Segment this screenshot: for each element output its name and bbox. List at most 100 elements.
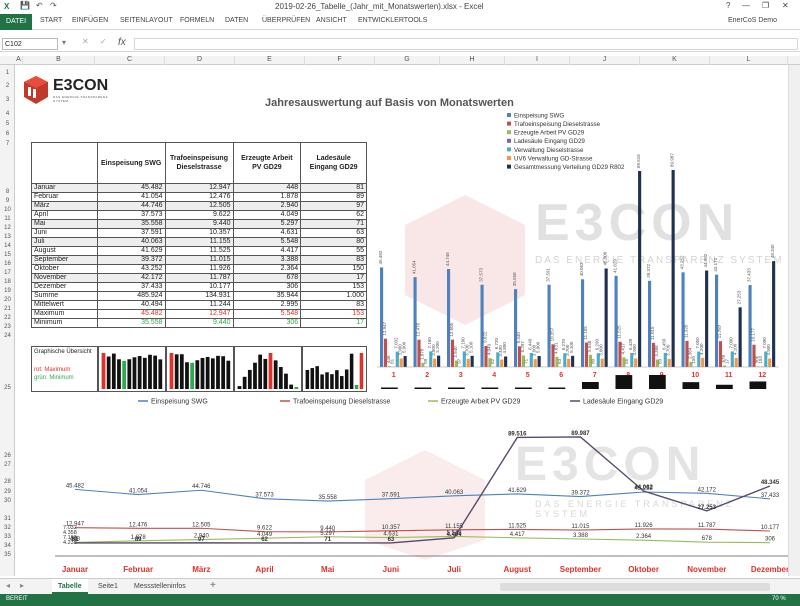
- row-label-cell[interactable]: April: [31, 210, 98, 220]
- value-cell[interactable]: 11.525: [164, 246, 234, 256]
- row-header[interactable]: 6: [5, 131, 10, 137]
- column-header[interactable]: K: [640, 56, 710, 65]
- value-cell[interactable]: 9.622: [164, 210, 234, 220]
- tab-einfuegen[interactable]: EINFÜGEN: [72, 17, 109, 24]
- row-label-cell[interactable]: Summe: [31, 291, 98, 301]
- worksheet[interactable]: E3CON DAS ENERGIE TRANSPARENZ SYSTEM E3C…: [15, 65, 788, 576]
- row-header[interactable]: 13: [4, 234, 11, 240]
- column-header[interactable]: L: [710, 56, 788, 65]
- value-cell[interactable]: 11.787: [164, 273, 234, 283]
- column-header[interactable]: E: [235, 56, 305, 65]
- row-label-cell[interactable]: Mai: [31, 219, 98, 229]
- row-header[interactable]: 30: [4, 498, 11, 504]
- value-cell[interactable]: 9.440: [164, 219, 234, 229]
- undo-icon[interactable]: ↶: [36, 1, 43, 10]
- tab-daten[interactable]: DATEN: [225, 17, 249, 24]
- value-cell[interactable]: 41.629: [96, 246, 166, 256]
- tab-ansicht[interactable]: ANSICHT: [316, 17, 347, 24]
- row-header[interactable]: 3: [5, 97, 10, 103]
- row-header[interactable]: 15: [4, 252, 11, 258]
- value-cell[interactable]: 12.505: [164, 201, 234, 211]
- value-cell[interactable]: 9.440: [164, 318, 234, 328]
- value-cell[interactable]: 97: [300, 201, 367, 211]
- row-label-cell[interactable]: Juni: [31, 228, 98, 238]
- value-cell[interactable]: 4.631: [232, 228, 302, 238]
- row-header[interactable]: 22: [4, 315, 11, 321]
- column-header[interactable]: A: [15, 56, 23, 65]
- value-cell[interactable]: 89: [300, 192, 367, 202]
- row-header[interactable]: 1: [5, 70, 10, 76]
- row-header[interactable]: 11: [4, 216, 11, 222]
- value-cell[interactable]: 153: [300, 309, 367, 319]
- value-cell[interactable]: 37.573: [96, 210, 166, 220]
- value-cell[interactable]: 83: [300, 300, 367, 310]
- chevron-down-icon[interactable]: ▾: [62, 38, 67, 47]
- value-cell[interactable]: 40.063: [96, 237, 166, 247]
- row-header[interactable]: 21: [4, 306, 11, 312]
- row-header[interactable]: 5: [5, 121, 10, 127]
- sheet-tab-seite1[interactable]: Seite1: [98, 583, 118, 590]
- row-label-cell[interactable]: Mittelwert: [31, 300, 98, 310]
- value-cell[interactable]: 448: [232, 183, 302, 193]
- row-header[interactable]: 17: [4, 270, 11, 276]
- value-cell[interactable]: 10.357: [164, 228, 234, 238]
- value-cell[interactable]: 11.244: [164, 300, 234, 310]
- tab-ueberpruefen[interactable]: ÜBERPRÜFEN: [262, 17, 311, 24]
- column-header[interactable]: D: [165, 56, 235, 65]
- line-chart[interactable]: Einspeisung SWG Trafoeinspeisung Dieselst…: [30, 393, 788, 576]
- row-header[interactable]: 10: [4, 207, 11, 213]
- user-name[interactable]: EnerCoS Demo: [728, 17, 778, 24]
- column-header[interactable]: H: [440, 56, 505, 65]
- row-header[interactable]: 26: [4, 453, 11, 459]
- row-header[interactable]: 9: [5, 198, 10, 204]
- row-header[interactable]: 20: [4, 297, 11, 303]
- value-cell[interactable]: 55: [300, 246, 367, 256]
- row-header[interactable]: 7: [5, 141, 10, 147]
- value-cell[interactable]: 42.172: [96, 273, 166, 283]
- row-header[interactable]: 8: [5, 189, 10, 195]
- value-cell[interactable]: 3.388: [232, 255, 302, 265]
- value-cell[interactable]: 45.482: [96, 309, 166, 319]
- vertical-scrollbar[interactable]: [788, 65, 800, 576]
- value-cell[interactable]: 44.746: [96, 201, 166, 211]
- value-cell[interactable]: 5.297: [232, 219, 302, 229]
- value-cell[interactable]: 4.049: [232, 210, 302, 220]
- column-header[interactable]: C: [95, 56, 165, 65]
- row-header[interactable]: 33: [4, 534, 11, 540]
- row-label-cell[interactable]: November: [31, 273, 98, 283]
- value-cell[interactable]: 83: [300, 255, 367, 265]
- row-header[interactable]: 24: [4, 333, 11, 339]
- row-label-cell[interactable]: Januar: [31, 183, 98, 193]
- value-cell[interactable]: 62: [300, 210, 367, 220]
- value-cell[interactable]: 63: [300, 228, 367, 238]
- value-cell[interactable]: 2.995: [232, 300, 302, 310]
- row-header[interactable]: 25: [4, 385, 11, 391]
- value-cell[interactable]: 81: [300, 183, 367, 193]
- tab-entwicklertools[interactable]: ENTWICKLERTOOLS: [358, 17, 428, 24]
- column-header[interactable]: J: [570, 56, 640, 65]
- row-header[interactable]: 12: [4, 225, 11, 231]
- row-header[interactable]: 34: [4, 543, 11, 549]
- file-tab[interactable]: DATEI: [0, 14, 32, 30]
- value-cell[interactable]: 12.947: [164, 183, 234, 193]
- value-cell[interactable]: 40.494: [96, 300, 166, 310]
- row-header[interactable]: 2: [5, 83, 10, 89]
- row-header[interactable]: 29: [4, 489, 11, 495]
- value-cell[interactable]: 41.054: [96, 192, 166, 202]
- value-cell[interactable]: 153: [300, 282, 367, 292]
- tab-seitenlayout[interactable]: SEITENLAYOUT: [120, 17, 173, 24]
- row-label-cell[interactable]: August: [31, 246, 98, 256]
- value-cell[interactable]: 43.252: [96, 264, 166, 274]
- value-cell[interactable]: 17: [300, 318, 367, 328]
- redo-icon[interactable]: ↷: [50, 1, 57, 10]
- row-label-cell[interactable]: Oktober: [31, 264, 98, 274]
- row-label-cell[interactable]: September: [31, 255, 98, 265]
- value-cell[interactable]: 5.548: [232, 237, 302, 247]
- close-button[interactable]: ✕: [782, 1, 789, 10]
- value-cell[interactable]: 306: [232, 282, 302, 292]
- value-cell[interactable]: 35.558: [96, 219, 166, 229]
- value-cell[interactable]: 5.548: [232, 309, 302, 319]
- value-cell[interactable]: 12.476: [164, 192, 234, 202]
- name-box[interactable]: C102: [2, 38, 58, 50]
- value-cell[interactable]: 80: [300, 237, 367, 247]
